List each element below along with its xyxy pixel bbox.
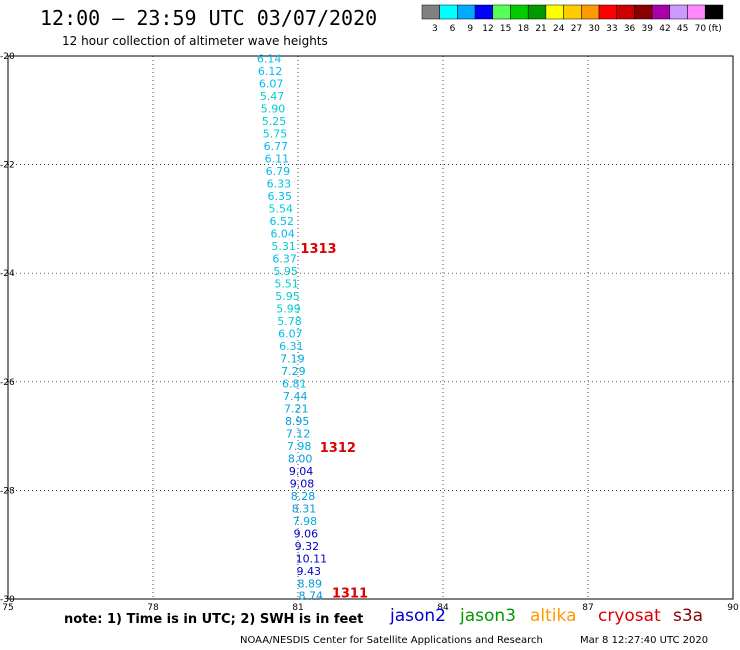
wave-height-value: 5.54 [269,203,294,216]
wave-height-value: 5.47 [260,90,285,103]
wave-height-value: 7.44 [283,390,308,403]
wave-height-value: 10.11 [296,552,328,565]
wave-height-value: 6.04 [270,228,295,241]
legend-label: 33 [606,24,617,34]
map-frame [7,55,734,600]
legend-label: 21 [535,24,546,34]
legend-label: 36 [624,24,636,34]
mission-label-jason3: jason3 [460,606,516,626]
wave-height-value: 6.35 [268,190,293,203]
credit-text: NOAA/NESDIS Center for Satellite Applica… [240,635,543,646]
wave-height-value: 7.98 [287,440,312,453]
wave-height-value: 9.32 [295,540,320,553]
legend-label: 3 [432,24,438,34]
wave-height-value: 8.28 [291,490,316,503]
legend-label: 18 [518,24,530,34]
legend-label: 15 [500,24,511,34]
wave-height-value: 6.81 [282,377,307,390]
wave-height-value: 6.14 [257,53,282,66]
lon-tick-label: 87 [582,603,593,613]
wave-height-value: 5.90 [261,103,286,116]
wave-height-value: 5.25 [262,115,287,128]
wave-height-value: 8.00 [288,452,313,465]
wave-height-value: 9.43 [297,565,322,578]
wave-height-value: 6.07 [278,327,303,340]
mission-label-altika: altika [530,606,577,626]
legend-label: 27 [571,24,582,34]
wave-height-value: 9.06 [294,527,319,540]
wave-height-value: 8.89 [298,577,323,590]
pass-time-label: 1313 [300,242,336,257]
lat-tick-label: -28 [0,486,15,496]
legend-label: 12 [482,24,493,34]
legend-label: 70 [695,24,707,34]
color-legend: 3 6 9 12 15 18 21 24 27 30 33 36 39 42 45 70 (ft) [421,4,724,34]
mission-label-jason2: jason2 [390,606,446,626]
wave-height-value: 6.33 [267,178,292,191]
legend-swatch [704,4,724,20]
legend-label: 30 [588,24,600,34]
wave-height-value: 6.12 [258,65,283,78]
page-title: 12:00 – 23:59 UTC 03/07/2020 [40,6,378,30]
legend-unit: (ft) [708,24,722,34]
generated-timestamp: Mar 8 12:27:40 UTC 2020 [580,635,709,646]
legend-label: 24 [553,24,565,34]
wave-height-value: 6.79 [266,165,291,178]
lon-tick-label: 75 [2,603,13,613]
wave-height-value: 5.31 [271,240,296,253]
legend-label: 9 [467,24,473,34]
page-subtitle: 12 hour collection of altimeter wave hei… [62,34,328,48]
mission-label-s3a: s3a [673,606,704,626]
wave-height-value: 5.78 [277,315,302,328]
footer-note: note: 1) Time is in UTC; 2) SWH is in fe… [64,612,364,627]
legend-label: 6 [450,24,456,34]
wave-height-value: 6.52 [269,215,294,228]
wave-height-value: 9.04 [289,465,314,478]
wave-height-value: 5.51 [274,278,299,291]
wave-height-value: 7.98 [293,515,318,528]
wave-height-value: 6.07 [259,78,284,91]
wave-height-value: 5.99 [276,302,301,315]
wave-height-value: 5.75 [263,128,288,141]
wave-height-value: 6.37 [272,253,297,266]
lon-tick-label: 78 [147,603,159,613]
mission-label-cryosat: cryosat [598,606,661,626]
lat-tick-label: -24 [0,269,15,279]
wave-height-value: 6.31 [279,340,304,353]
mission-legend: jason2 jason3 altika cryosat s3a [0,606,740,632]
lon-tick-label: 81 [292,603,303,613]
wave-height-value: 7.29 [281,365,306,378]
lon-tick-label: 84 [437,603,449,613]
wave-height-value: 8.74 [298,590,323,603]
wave-height-value: 8.31 [292,502,317,515]
wave-height-value: 9.08 [290,477,315,490]
pass-time-label: 1312 [320,441,356,456]
legend-label: 45 [677,24,688,34]
lat-tick-label: -20 [0,52,15,62]
lat-tick-label: -22 [0,161,15,171]
wave-height-value: 7.21 [284,402,309,415]
wave-height-value: 5.95 [275,290,300,303]
legend-label: 42 [659,24,670,34]
lon-tick-label: 90 [727,603,739,613]
wave-height-value: 5.95 [273,265,298,278]
wave-height-value: 7.19 [280,352,305,365]
wave-height-value: 6.11 [265,153,290,166]
wave-height-value: 8.95 [285,415,310,428]
wave-height-value: 7.12 [286,427,311,440]
wave-height-value: 6.77 [264,140,289,153]
legend-label: 39 [642,24,654,34]
lat-tick-label: -30 [0,595,15,605]
lat-tick-label: -26 [0,378,15,388]
pass-time-label: 1311 [332,587,368,602]
